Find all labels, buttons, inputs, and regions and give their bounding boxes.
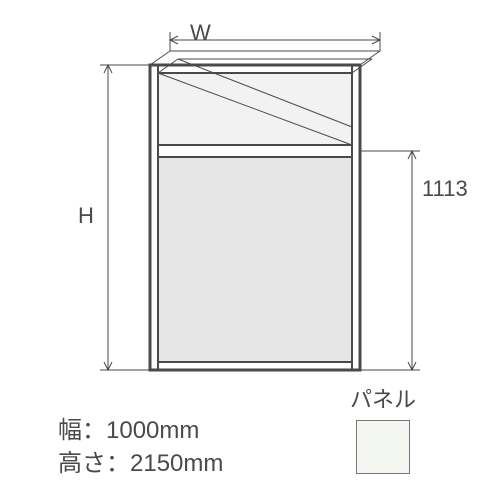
- spec-height-row: 高さ：2150mm: [58, 448, 223, 480]
- swatch-label: パネル: [318, 382, 448, 414]
- spec-width-value: 1000mm: [106, 417, 199, 444]
- spec-width-row: 幅：1000mm: [58, 415, 223, 447]
- label-right-dim: 1113: [422, 178, 468, 200]
- label-height-symbol: H: [78, 205, 94, 227]
- swatch-chip: [356, 420, 410, 474]
- spec-height-value: 2150mm: [130, 450, 223, 477]
- dim-height: [100, 65, 150, 370]
- spec-width-label: 幅: [58, 417, 82, 444]
- dim-right: [360, 151, 420, 370]
- label-width-symbol: W: [190, 22, 213, 44]
- panel-drawing: [0, 0, 500, 420]
- swatch-block: パネル: [318, 382, 448, 474]
- figure-root: W H 1113 幅：1000mm 高さ：2150mm パネル: [0, 0, 500, 500]
- spec-height-label: 高さ: [58, 450, 106, 477]
- spec-block: 幅：1000mm 高さ：2150mm: [58, 415, 223, 480]
